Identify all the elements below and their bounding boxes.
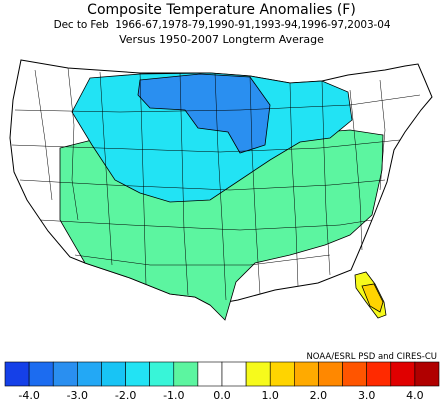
division-line bbox=[14, 94, 421, 113]
division-line bbox=[379, 79, 386, 191]
division-line bbox=[321, 80, 331, 276]
colorbar bbox=[4, 361, 440, 387]
colorbar-bin bbox=[294, 361, 319, 387]
colorbar-bin bbox=[52, 361, 78, 387]
colorbar-tick-label: 4.0 bbox=[406, 389, 424, 402]
colorbar-bin bbox=[390, 361, 416, 387]
colorbar-bin bbox=[4, 361, 30, 387]
anomaly-fill bbox=[59, 72, 387, 321]
colorbar-bin bbox=[318, 361, 343, 387]
composite-years: 1966-67,1978-79,1990-91,1993-94,1996-97,… bbox=[115, 19, 391, 31]
us-anomaly-map bbox=[9, 59, 433, 321]
colorbar-bin bbox=[173, 361, 199, 387]
colorbar-bin bbox=[28, 361, 54, 387]
map-title: Composite Temperature Anomalies (F) bbox=[87, 2, 356, 18]
division-line bbox=[214, 72, 227, 301]
division-line bbox=[249, 75, 261, 295]
colorbar-bin bbox=[101, 361, 126, 387]
division-line bbox=[74, 254, 331, 266]
division-lines bbox=[11, 67, 421, 301]
division-line bbox=[67, 67, 79, 221]
division-line bbox=[19, 179, 386, 191]
colorbar-tick-label: -1.0 bbox=[163, 389, 185, 402]
period-label: Dec to Feb bbox=[53, 19, 109, 31]
colorbar-bin bbox=[125, 361, 150, 387]
colorbar-bin bbox=[149, 361, 175, 387]
division-line bbox=[11, 139, 401, 153]
colorbar-bin bbox=[342, 361, 367, 387]
map-subtitle-baseline: Versus 1950-2007 Longterm Average bbox=[119, 33, 324, 46]
colorbar-bin bbox=[221, 361, 247, 387]
division-line bbox=[179, 72, 189, 296]
colorbar-tick-label: -4.0 bbox=[18, 389, 40, 402]
division-line bbox=[289, 82, 299, 287]
colorbar-bin bbox=[414, 361, 440, 387]
division-line bbox=[39, 219, 373, 231]
division-line bbox=[139, 72, 147, 286]
colorbar-bin bbox=[77, 361, 102, 387]
colorbar-bin bbox=[269, 361, 295, 387]
data-credit: NOAA/ESRL PSD and CIRES-CU bbox=[306, 352, 437, 362]
division-line bbox=[99, 71, 113, 266]
map-subtitle-period: Dec to Feb 1966-67,1978-79,1990-91,1993-… bbox=[2, 19, 442, 31]
region-northern-plains-core bbox=[137, 73, 271, 154]
colorbar-tick-label: -3.0 bbox=[66, 389, 89, 402]
colorbar-bin bbox=[245, 361, 271, 387]
colorbar-tick-label: 3.0 bbox=[357, 389, 376, 402]
colorbar-tick-label: 0.0 bbox=[213, 389, 231, 402]
colorbar-tick-label: 1.0 bbox=[261, 389, 279, 402]
division-line bbox=[349, 89, 363, 251]
colorbar-tick-label: -2.0 bbox=[114, 389, 137, 402]
division-line bbox=[34, 69, 53, 201]
colorbar-tick-label: 2.0 bbox=[309, 389, 328, 402]
colorbar-bin bbox=[366, 361, 392, 387]
colorbar-bin bbox=[197, 361, 223, 387]
region-florida-tip bbox=[361, 283, 384, 313]
